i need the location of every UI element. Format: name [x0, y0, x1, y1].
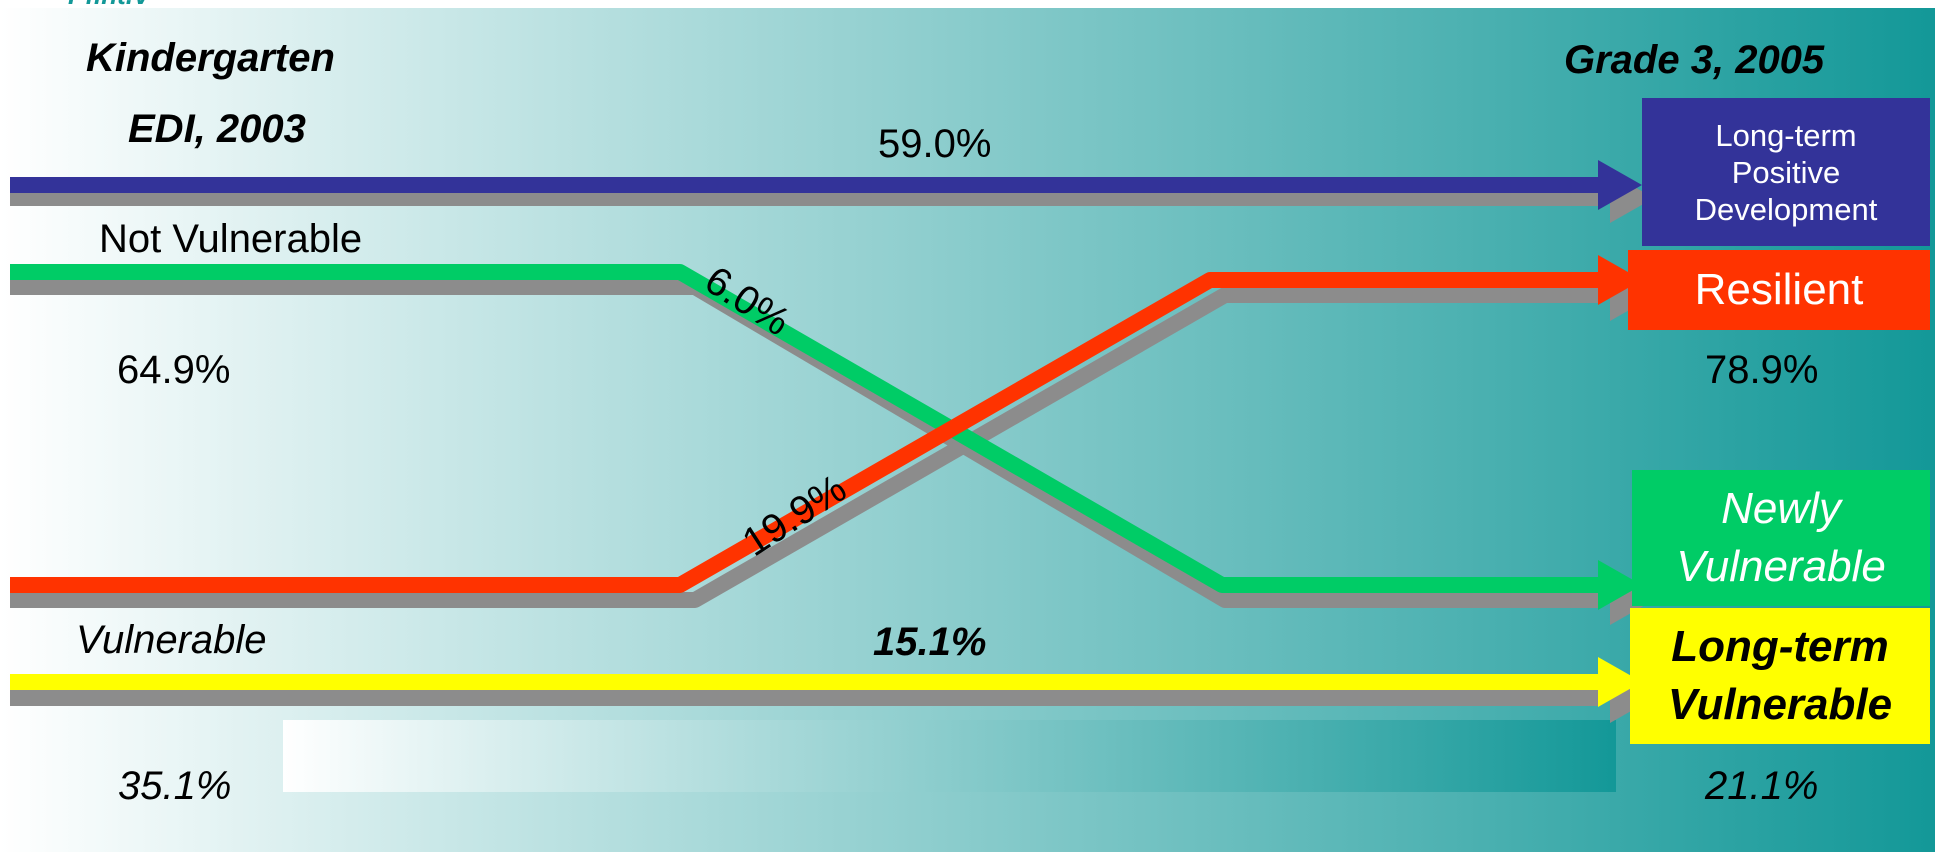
group-label-not-vulnerable: Not Vulnerable — [99, 217, 363, 261]
bottom-gradient-bar — [283, 720, 1616, 792]
left-header-line1: Kindergarten — [86, 36, 335, 80]
outcome-box-long-term-vulnerable: Long-term Vulnerable — [1630, 608, 1930, 744]
outcome-long-term-vulnerable-line1: Long-term — [1671, 622, 1889, 671]
resilient-flow-shadow — [10, 287, 1600, 608]
outcome-box-resilient: Resilient — [1628, 250, 1930, 330]
outcome-resilient-label: Resilient — [1694, 265, 1864, 314]
group-percent-vulnerable: 35.1% — [118, 764, 232, 808]
flow-value-positive: 59.0% — [878, 122, 992, 166]
resilient-flow-line — [10, 272, 1598, 593]
outcome-positive-line3: Development — [1694, 191, 1878, 227]
resilient-arrowhead — [1598, 255, 1642, 305]
flow-shadows — [10, 190, 1600, 706]
newly-vulnerable-arrowhead — [1598, 560, 1642, 610]
outcome-box-positive: Long-term Positive Development — [1642, 98, 1930, 246]
corner-text: Pfint.V — [68, 0, 150, 11]
outcome-newly-vulnerable-line2: Vulnerable — [1676, 542, 1886, 591]
outcome-newly-vulnerable-line1: Newly — [1721, 484, 1841, 533]
outcome-long-term-vulnerable-line2: Vulnerable — [1667, 680, 1893, 729]
long-term-vulnerable-arrowhead — [1598, 657, 1642, 707]
outcome-positive-line2: Positive — [1731, 154, 1841, 190]
outcome-positive-line1: Long-term — [1715, 117, 1857, 153]
right-percent-top: 78.9% — [1705, 348, 1819, 392]
right-header: Grade 3, 2005 — [1564, 38, 1825, 82]
group-label-vulnerable: Vulnerable — [76, 618, 267, 662]
positive-arrowhead — [1598, 160, 1642, 210]
right-percent-bottom: 21.1% — [1705, 764, 1819, 808]
flow-value-long-term-vulnerable: 15.1% — [873, 620, 987, 664]
left-header-line2: EDI, 2003 — [128, 107, 306, 151]
group-percent-not-vulnerable: 64.9% — [117, 348, 231, 392]
outcome-box-newly-vulnerable: Newly Vulnerable — [1632, 470, 1930, 606]
